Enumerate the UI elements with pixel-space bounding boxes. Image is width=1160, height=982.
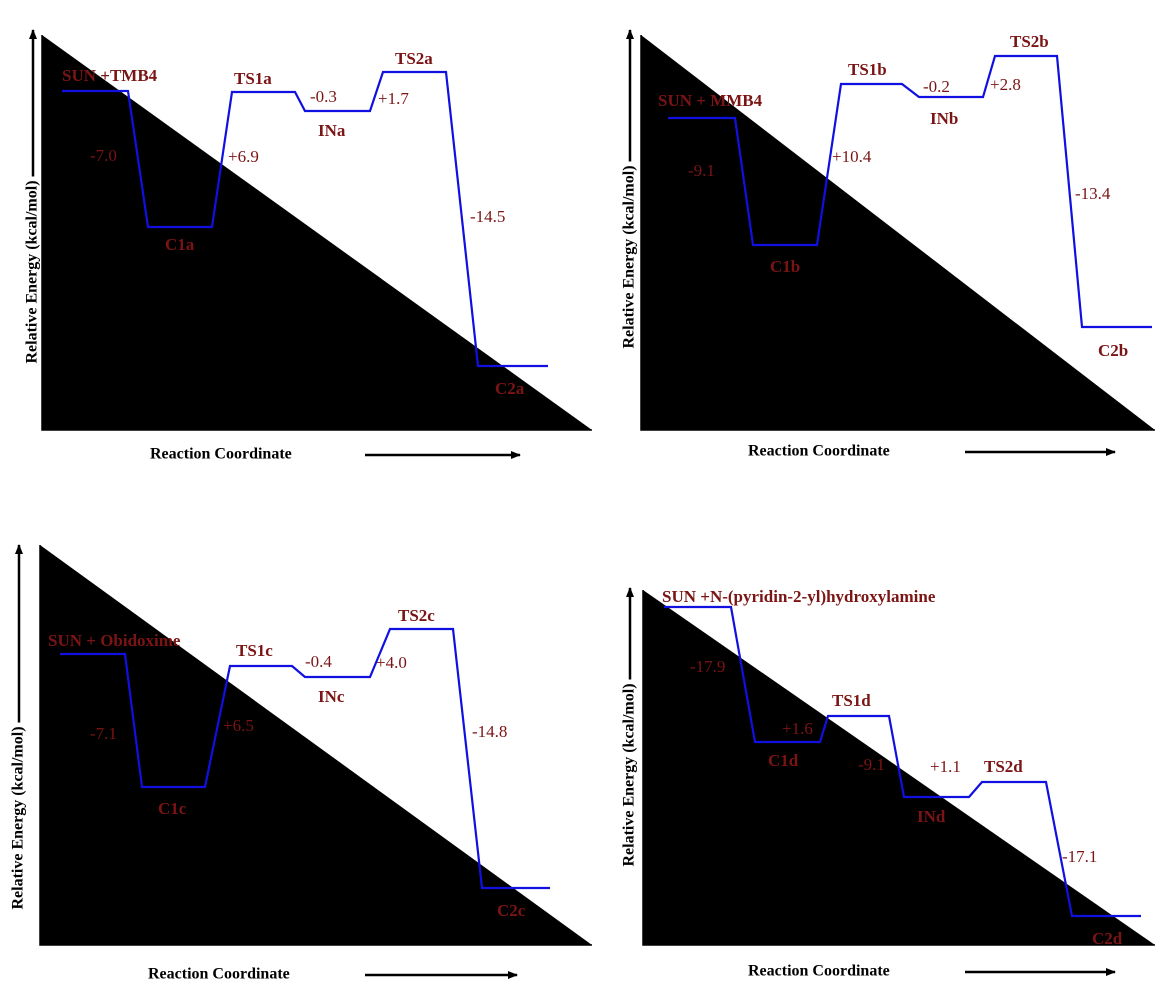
energy-change: -0.2 — [923, 77, 950, 96]
state-label: SUN + MMB4 — [658, 91, 763, 110]
state-label: INc — [318, 687, 345, 706]
energy-change: -7.1 — [90, 724, 117, 743]
axis-frame — [640, 35, 1155, 431]
state-label: TS2b — [1010, 32, 1049, 51]
axis-frame — [41, 35, 592, 431]
energy-profile — [60, 627, 550, 890]
state-label: C2d — [1092, 929, 1123, 948]
state-label: TS1a — [234, 69, 272, 88]
state-label: SUN + Obidoxime — [48, 631, 181, 650]
state-label: C1d — [768, 751, 799, 770]
energy-change: -9.1 — [688, 161, 715, 180]
energy-change: +1.7 — [378, 89, 409, 108]
state-label: TS1c — [236, 641, 273, 660]
energy-change: -17.9 — [690, 657, 725, 676]
energy-change: +6.9 — [228, 147, 259, 166]
energy-change: +4.0 — [376, 653, 407, 672]
energy-profile — [664, 605, 1141, 918]
state-label: C1a — [165, 235, 195, 254]
energy-change: +6.5 — [223, 716, 254, 735]
energy-change: +2.8 — [990, 75, 1021, 94]
state-label: TS2d — [984, 757, 1023, 776]
energy-change: -13.4 — [1075, 184, 1111, 203]
energy-change: -14.5 — [470, 207, 505, 226]
state-label: C2c — [497, 901, 526, 920]
state-label: INb — [930, 109, 958, 128]
axis-frame — [39, 545, 592, 946]
state-label: C1c — [158, 799, 187, 818]
energy-change: -14.8 — [472, 722, 507, 741]
energy-change: -0.4 — [305, 652, 332, 671]
energy-profile — [62, 70, 548, 368]
state-label: INa — [318, 121, 346, 140]
energy-change: +1.6 — [782, 719, 813, 738]
y-axis-label: Relative Energy (kcal/mol) — [621, 683, 638, 866]
state-label: C2a — [495, 379, 525, 398]
energy-change: -0.3 — [310, 87, 337, 106]
state-label: SUN +TMB4 — [62, 66, 158, 85]
x-axis-label: Reaction Coordinate — [150, 446, 292, 463]
x-axis-label: Reaction Coordinate — [748, 963, 890, 980]
state-label: INd — [917, 807, 946, 826]
energy-profile — [668, 54, 1152, 329]
state-label: TS1b — [848, 60, 887, 79]
energy-change: -9.1 — [858, 755, 885, 774]
state-label: TS2c — [398, 606, 435, 625]
y-axis-label: Relative Energy (kcal/mol) — [621, 165, 638, 348]
energy-change: -7.0 — [90, 146, 117, 165]
energy-change: +10.4 — [832, 147, 872, 166]
state-label: SUN +N-(pyridin-2-yl)hydroxylamine — [662, 587, 936, 606]
energy-change: -17.1 — [1062, 847, 1097, 866]
state-label: TS1d — [832, 691, 871, 710]
state-label: TS2a — [395, 49, 433, 68]
state-label: C1b — [770, 257, 800, 276]
y-axis-label: Relative Energy (kcal/mol) — [10, 726, 27, 909]
x-axis-label: Reaction Coordinate — [748, 443, 890, 460]
x-axis-label: Reaction Coordinate — [148, 966, 290, 982]
energy-change: +1.1 — [930, 757, 961, 776]
y-axis-label: Relative Energy (kcal/mol) — [24, 180, 41, 363]
state-label: C2b — [1098, 341, 1128, 360]
